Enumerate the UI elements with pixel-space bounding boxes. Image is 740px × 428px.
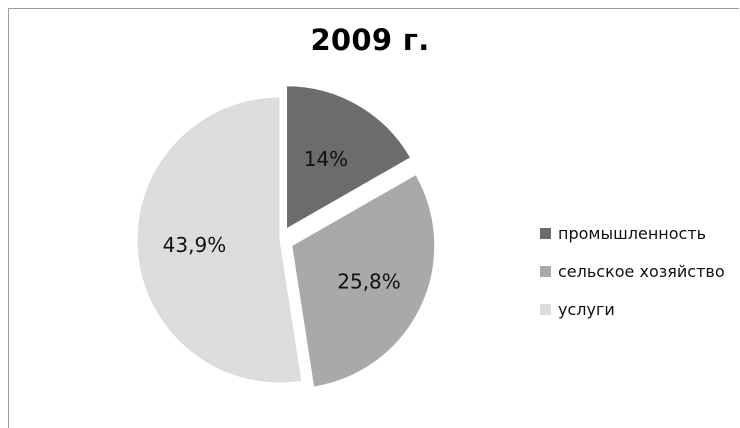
legend-swatch-industry [540, 227, 551, 239]
chart-legend: промышленность сельское хозяйство услуги [540, 214, 725, 328]
legend-swatch-services [540, 303, 551, 315]
legend-label-agriculture: сельское хозяйство [558, 261, 725, 281]
chart-title: 2009 г. [310, 23, 430, 57]
slice-label-agriculture: 25,8% [337, 269, 401, 293]
slice-label-industry: 14% [304, 147, 348, 171]
slice-label-services: 43,9% [163, 233, 227, 257]
legend-label-services: услуги [558, 299, 615, 319]
legend-label-industry: промышленность [558, 223, 707, 243]
legend-swatch-agriculture [540, 265, 551, 277]
legend-item-industry: промышленность [540, 214, 725, 252]
pie-slice-industry [286, 85, 412, 230]
legend-item-services: услуги [540, 290, 725, 328]
pie-slice-agriculture [291, 173, 436, 388]
legend-item-agriculture: сельское хозяйство [540, 252, 725, 290]
pie-slice-services [136, 96, 303, 384]
